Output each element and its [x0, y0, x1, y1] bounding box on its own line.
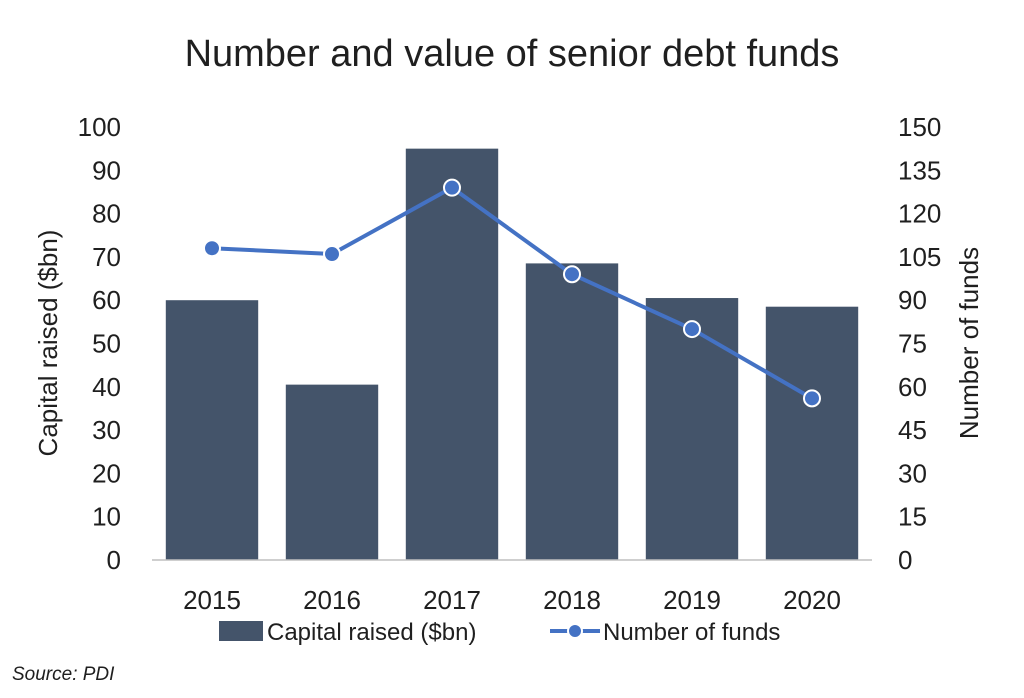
y-left-tick-label: 20: [92, 458, 121, 488]
y-right-tick-label: 150: [898, 112, 941, 142]
y-left-tick-label: 70: [92, 242, 121, 272]
y-left-tick-label: 90: [92, 155, 121, 185]
x-axis-ticks: 2015 2016 2017 2018 2019 2020: [183, 585, 841, 615]
x-tick-label: 2020: [783, 585, 841, 615]
bar-2018: [525, 263, 619, 560]
line-point-2017: [443, 178, 461, 197]
line-point-2015: [203, 239, 221, 258]
bar-2016: [285, 384, 379, 560]
legend-line-marker: [567, 623, 583, 639]
legend-bar-swatch: [219, 621, 263, 641]
line-path: [211, 185, 813, 401]
source-note: Source: PDI: [12, 664, 115, 685]
bar-2020: [765, 306, 859, 560]
y-right-tick-label: 45: [898, 415, 927, 445]
y-right-tick-label: 75: [898, 329, 927, 359]
x-tick-label: 2017: [423, 585, 481, 615]
y-left-tick-label: 10: [92, 502, 121, 532]
y-left-tick-label: 40: [92, 372, 121, 402]
y-right-tick-label: 0: [898, 545, 912, 575]
bar-series: [165, 148, 859, 560]
line-series: [203, 178, 821, 408]
bar-2017: [405, 148, 499, 560]
x-tick-label: 2019: [663, 585, 721, 615]
bar-2019: [645, 298, 739, 560]
y-left-tick-label: 30: [92, 415, 121, 445]
legend-bar-label: Capital raised ($bn): [267, 619, 476, 646]
y-right-tick-label: 60: [898, 372, 927, 402]
y-right-axis-label: Number of funds: [954, 247, 984, 439]
y-right-tick-label: 30: [898, 458, 927, 488]
right-axis-ticks: 0 15 30 45 60 75 90 105 120 135 150: [898, 112, 941, 575]
x-tick-label: 2015: [183, 585, 241, 615]
chart-title: Number and value of senior debt funds: [185, 33, 840, 75]
line-point-2019: [683, 320, 701, 339]
legend-line-label: Number of funds: [603, 619, 780, 646]
y-left-tick-label: 50: [92, 329, 121, 359]
y-left-axis-label: Capital raised ($bn): [33, 230, 63, 457]
bar-2015: [165, 300, 259, 560]
y-right-tick-label: 90: [898, 285, 927, 315]
y-left-tick-label: 60: [92, 285, 121, 315]
line-point-2016: [323, 245, 341, 264]
line-point-2020: [803, 389, 821, 408]
y-right-tick-label: 120: [898, 199, 941, 229]
x-tick-label: 2016: [303, 585, 361, 615]
y-left-tick-label: 100: [78, 112, 121, 142]
line-point-2018: [563, 265, 581, 284]
y-right-tick-label: 15: [898, 502, 927, 532]
y-right-tick-label: 135: [898, 155, 941, 185]
y-right-tick-label: 105: [898, 242, 941, 272]
y-left-tick-label: 80: [92, 199, 121, 229]
left-axis-ticks: 0 10 20 30 40 50 60 70 80 90 100: [78, 112, 121, 575]
legend: Capital raised ($bn) Number of funds: [219, 619, 780, 646]
y-left-tick-label: 0: [107, 545, 121, 575]
x-tick-label: 2018: [543, 585, 601, 615]
